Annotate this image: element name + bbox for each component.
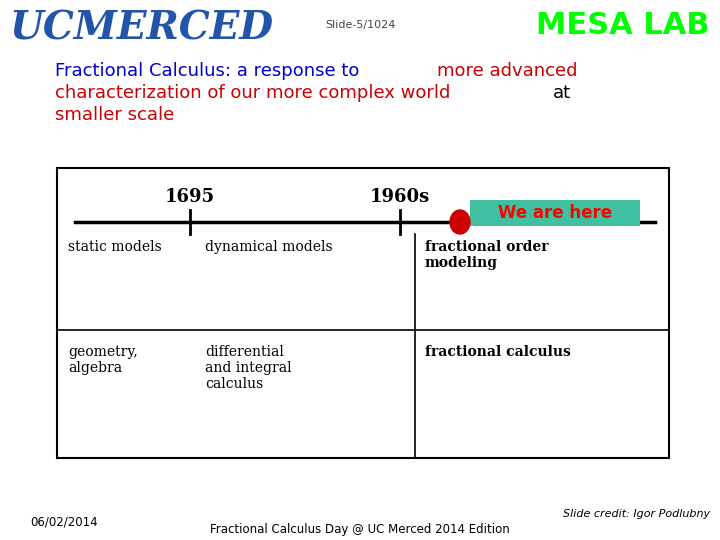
Text: smaller scale: smaller scale [55, 106, 174, 124]
Text: fractional order: fractional order [425, 240, 549, 254]
Text: characterization of our more complex world: characterization of our more complex wor… [55, 84, 456, 102]
Text: differential: differential [205, 345, 284, 359]
Text: 06/02/2014: 06/02/2014 [30, 516, 98, 529]
Text: Slide-5/1024: Slide-5/1024 [325, 20, 395, 30]
Text: more advanced: more advanced [437, 62, 577, 80]
Text: geometry,: geometry, [68, 345, 138, 359]
Ellipse shape [450, 210, 470, 234]
Text: algebra: algebra [68, 361, 122, 375]
Text: Slide credit: Igor Podlubny: Slide credit: Igor Podlubny [563, 509, 710, 519]
Text: MESA LAB: MESA LAB [536, 10, 710, 39]
Text: We are here: We are here [498, 204, 612, 222]
Bar [470, 200, 640, 226]
Text: at: at [553, 84, 571, 102]
Text: modeling: modeling [425, 256, 498, 270]
Text: 1695: 1695 [165, 188, 215, 206]
Text: UCMERCED: UCMERCED [10, 9, 274, 47]
Text: fractional calculus: fractional calculus [425, 345, 571, 359]
Bar [57, 168, 669, 458]
Text: dynamical models: dynamical models [205, 240, 333, 254]
Text: static models: static models [68, 240, 162, 254]
Text: Fractional Calculus Day @ UC Merced 2014 Edition: Fractional Calculus Day @ UC Merced 2014… [210, 523, 510, 537]
Text: and integral: and integral [205, 361, 292, 375]
Text: Fractional Calculus: a response to: Fractional Calculus: a response to [55, 62, 365, 80]
Text: calculus: calculus [205, 377, 264, 391]
Text: 1960s: 1960s [370, 188, 430, 206]
